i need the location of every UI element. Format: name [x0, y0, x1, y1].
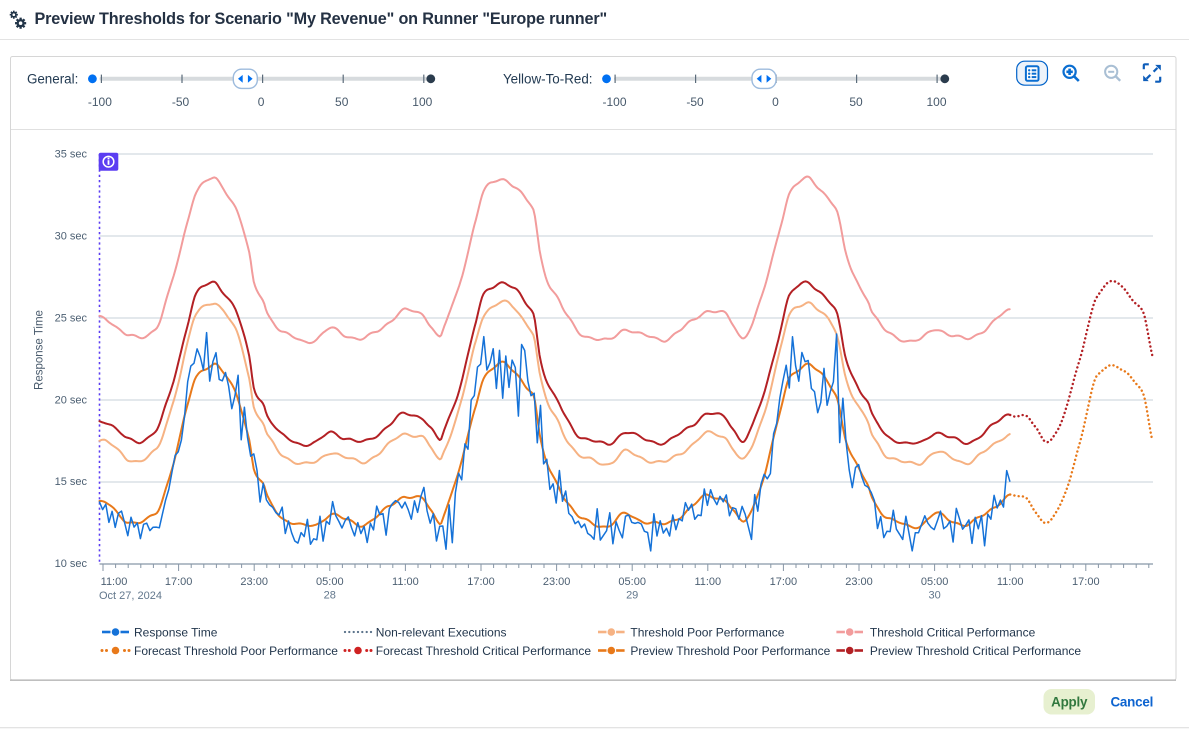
- svg-text:Threshold Critical Performance: Threshold Critical Performance: [870, 626, 1036, 640]
- svg-text:23:00: 23:00: [240, 576, 268, 588]
- svg-text:Forecast Threshold Poor Perfor: Forecast Threshold Poor Performance: [134, 644, 338, 658]
- svg-text:50: 50: [849, 95, 863, 109]
- svg-text:Response Time: Response Time: [134, 626, 218, 640]
- svg-text:50: 50: [335, 95, 349, 109]
- svg-text:Preview Threshold Poor Perform: Preview Threshold Poor Performance: [630, 644, 830, 658]
- svg-text:11:00: 11:00: [997, 576, 1024, 588]
- svg-text:20 sec: 20 sec: [55, 394, 88, 406]
- svg-text:10 sec: 10 sec: [55, 558, 88, 570]
- svg-text:Yellow-To-Red:: Yellow-To-Red:: [503, 71, 593, 86]
- svg-text:17:00: 17:00: [1072, 576, 1100, 588]
- svg-text:-50: -50: [172, 95, 190, 109]
- svg-text:Forecast Threshold Critical Pe: Forecast Threshold Critical Performance: [376, 644, 592, 658]
- svg-text:17:00: 17:00: [467, 576, 495, 588]
- svg-text:-100: -100: [88, 95, 112, 109]
- svg-text:Cancel: Cancel: [1110, 695, 1153, 710]
- svg-text:Threshold Poor Performance: Threshold Poor Performance: [630, 626, 784, 640]
- svg-text:0: 0: [258, 95, 265, 109]
- svg-text:29: 29: [626, 590, 638, 602]
- svg-text:100: 100: [926, 95, 946, 109]
- svg-text:30: 30: [928, 590, 940, 602]
- svg-text:30 sec: 30 sec: [55, 231, 88, 243]
- svg-text:15 sec: 15 sec: [55, 476, 88, 488]
- svg-text:0: 0: [772, 95, 779, 109]
- svg-text:100: 100: [412, 95, 432, 109]
- svg-text:General:: General:: [27, 71, 78, 86]
- svg-text:05:00: 05:00: [921, 576, 949, 588]
- svg-text:17:00: 17:00: [770, 576, 798, 588]
- svg-text:11:00: 11:00: [101, 576, 128, 588]
- svg-text:11:00: 11:00: [392, 576, 419, 588]
- svg-text:11:00: 11:00: [694, 576, 721, 588]
- svg-text:25 sec: 25 sec: [55, 312, 88, 324]
- svg-text:Response Time: Response Time: [34, 310, 46, 390]
- svg-text:Preview Threshold Critical Per: Preview Threshold Critical Performance: [870, 644, 1082, 658]
- svg-text:05:00: 05:00: [618, 576, 646, 588]
- svg-text:23:00: 23:00: [543, 576, 571, 588]
- svg-text:Apply: Apply: [1051, 695, 1088, 710]
- svg-text:28: 28: [324, 590, 336, 602]
- svg-text:23:00: 23:00: [845, 576, 873, 588]
- svg-text:-100: -100: [602, 95, 626, 109]
- svg-text:Non-relevant Executions: Non-relevant Executions: [376, 626, 507, 640]
- svg-text:-50: -50: [686, 95, 704, 109]
- svg-text:Preview Thresholds for Scenari: Preview Thresholds for Scenario "My Reve…: [35, 10, 608, 28]
- svg-text:05:00: 05:00: [316, 576, 344, 588]
- svg-text:35 sec: 35 sec: [55, 149, 88, 161]
- svg-text:Oct 27, 2024: Oct 27, 2024: [99, 590, 162, 602]
- svg-text:17:00: 17:00: [165, 576, 193, 588]
